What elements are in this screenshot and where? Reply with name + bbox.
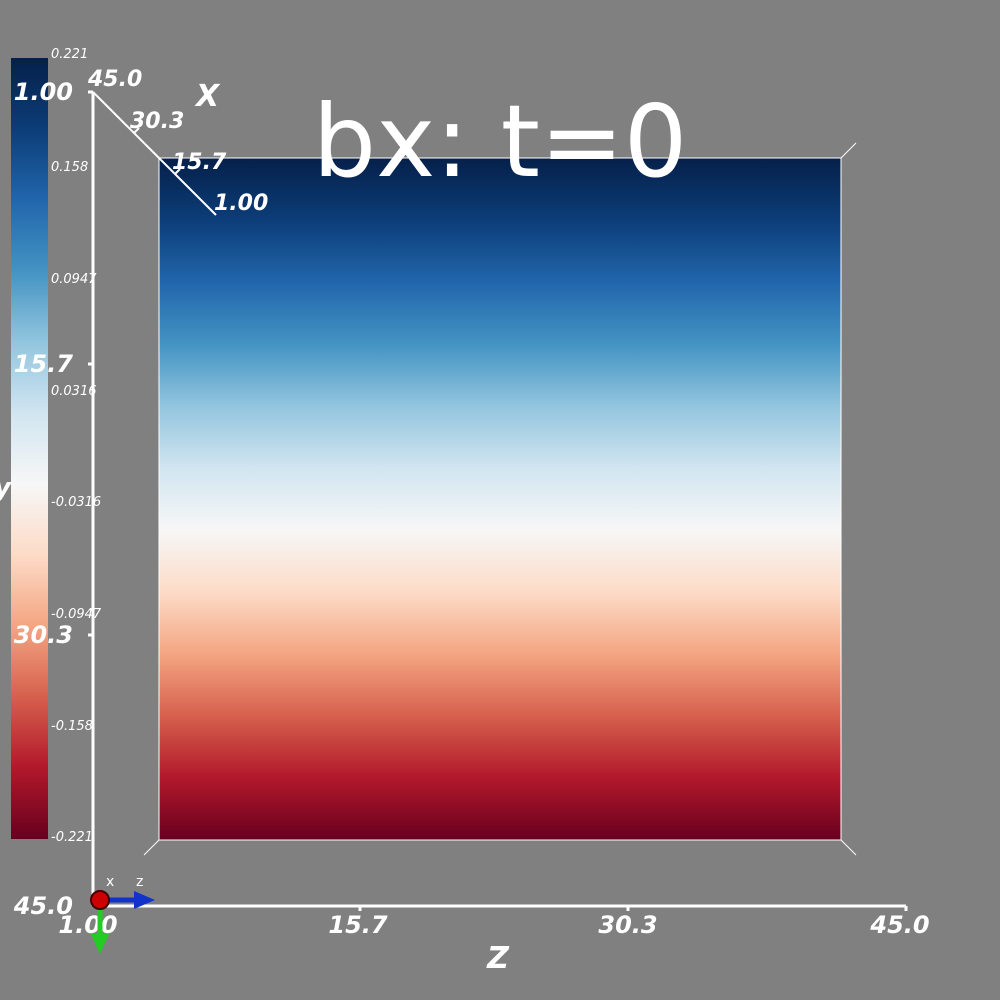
z-axis-tick-0: 1.00 (58, 911, 117, 939)
colorbar (11, 58, 48, 839)
bbox-corner-br (840, 839, 857, 856)
field-slice[interactable] (159, 158, 841, 840)
z-axis-tick-1: 15.7 (328, 911, 388, 939)
colorbar-tick-6: -0.158 (51, 719, 93, 734)
z-axis-title: Z (486, 941, 510, 976)
y-axis-tick-2: 30.3 (14, 621, 73, 649)
slice-outline (158, 157, 842, 841)
z-axis-tick-2: 30.3 (598, 911, 657, 939)
orientation-z-arrow-head (134, 891, 155, 909)
x-axis-tick-0: 45.0 (87, 67, 142, 92)
x-axis-tick-1: 30.3 (130, 109, 184, 134)
bbox-corner-tr (840, 142, 857, 159)
colorbar-tick-7: -0.221 (51, 830, 93, 845)
x-axis-line (92, 91, 217, 216)
orientation-widget[interactable]: x z (90, 874, 155, 954)
orientation-y-arrow-head (91, 934, 109, 954)
x-axis-tickmark (174, 168, 181, 175)
x-axis-tick-3: 1.00 (214, 191, 268, 216)
orientation-z-label: z (136, 874, 143, 890)
y-axis-tick-1: 15.7 (14, 350, 74, 378)
y-axis-tick-3: 45.0 (13, 892, 73, 920)
y-axis-tick-0: 1.00 (14, 78, 73, 106)
x-axis-tickmark (133, 127, 140, 134)
colorbar-tick-5: -0.0947 (51, 607, 102, 622)
colorbar-tick-4: -0.0316 (51, 495, 101, 510)
plot-title: bx: t=0 (313, 83, 688, 200)
colorbar-tick-0: 0.221 (51, 47, 88, 62)
x-axis-tick-2: 15.7 (172, 150, 227, 175)
orientation-x-arrow-tip (90, 890, 110, 910)
colorbar-tick-1: 0.158 (51, 160, 88, 175)
orientation-x-label: x (106, 874, 114, 890)
colorbar-variable-label: y (0, 473, 12, 503)
x-axis-title: X (194, 79, 221, 114)
colorbar-tick-3: 0.0316 (51, 384, 97, 399)
colorbar-tick-2: 0.0947 (51, 272, 97, 287)
z-axis-tick-3: 45.0 (869, 911, 929, 939)
bbox-corner-bl (143, 839, 160, 856)
